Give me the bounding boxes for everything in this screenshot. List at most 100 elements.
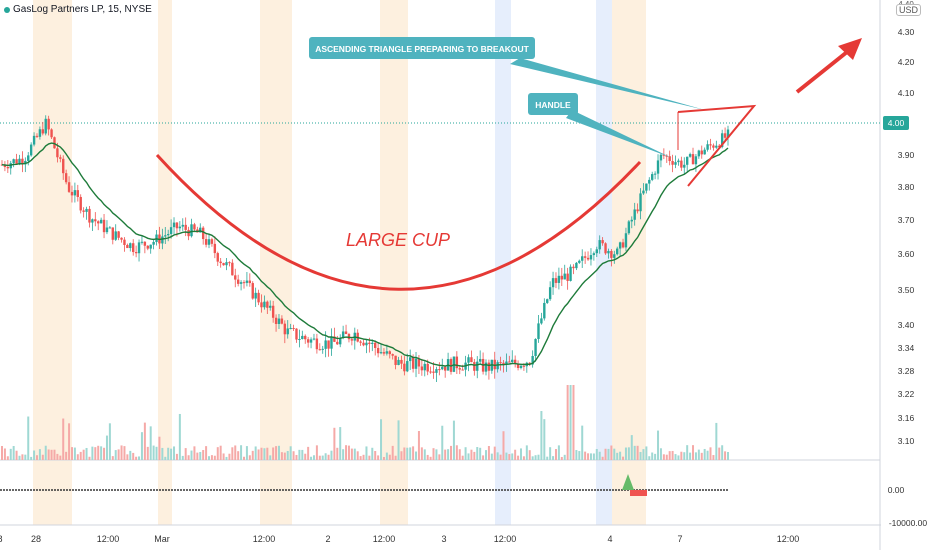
candle-body [712, 145, 715, 148]
volume-bar [479, 447, 482, 460]
candle-body [723, 133, 727, 138]
candle-body [280, 318, 284, 324]
price-tick: 3.40 [898, 320, 915, 330]
currency-badge[interactable]: USD [896, 4, 922, 16]
candle-body [134, 252, 138, 254]
volume-bar [438, 454, 441, 460]
volume-bar [671, 450, 674, 460]
candle-body [720, 133, 724, 147]
volume-bar [540, 411, 543, 460]
volume-bar [254, 446, 257, 460]
candle-body [213, 243, 217, 254]
candle-body [385, 351, 389, 354]
volume-bar [140, 432, 143, 460]
volume-bar [187, 455, 190, 460]
time-tick: 28 [31, 534, 41, 544]
candle-body [111, 227, 114, 240]
volume-bar [490, 453, 493, 460]
volume-bar [173, 446, 176, 460]
volume-bar [304, 453, 307, 460]
candle-body [193, 224, 196, 230]
volume-bar [44, 445, 47, 460]
moving-average-line [1, 142, 729, 368]
volume-bar [412, 446, 415, 460]
osc-tick: -10000.00 [889, 518, 928, 528]
volume-bar [359, 456, 362, 460]
volume-bar [371, 447, 374, 460]
volume-bar [117, 449, 120, 460]
volume-bar [310, 456, 313, 460]
candle-body [616, 248, 619, 255]
volume-bar [345, 445, 348, 460]
candle-body [511, 359, 514, 363]
volume-bar [27, 416, 30, 460]
oscillator-pane [0, 474, 728, 496]
volume-bar [82, 449, 85, 460]
volume-bar [502, 431, 505, 460]
volume-bar [569, 385, 572, 460]
volume-bar [447, 449, 450, 460]
candle-body [172, 222, 176, 228]
candle-body [624, 233, 628, 248]
volume-bar [76, 454, 79, 460]
time-tick: 12:00 [777, 534, 800, 544]
volume-bar [715, 422, 718, 460]
volume-bar [324, 453, 327, 460]
volume-bar [228, 453, 231, 460]
volume-bar [234, 445, 237, 460]
volume-bar [318, 455, 321, 460]
candle-body [487, 362, 491, 371]
candle-body [379, 352, 383, 354]
candle-body [470, 357, 473, 363]
candle-body [184, 224, 187, 230]
candle-body [236, 279, 240, 284]
volume-bar [616, 452, 619, 460]
volume-bar [374, 451, 377, 460]
volume-bar [435, 449, 438, 460]
volume-bar [199, 451, 202, 460]
volume-bar [505, 452, 508, 460]
volume-bar [665, 454, 668, 460]
candle-body [47, 118, 50, 130]
candle-body [114, 231, 117, 240]
volume-bar [216, 447, 219, 460]
candle-body [12, 159, 15, 164]
volume-bar [123, 446, 126, 460]
volume-bar [330, 450, 333, 460]
candle-body [671, 161, 674, 165]
volume-bar [68, 423, 71, 460]
candle-body [286, 328, 289, 335]
candle-body [391, 354, 394, 356]
annotations: LARGE CUP ASCENDING TRIANGLE PREPARING TO… [155, 37, 862, 291]
volume-bar [73, 447, 76, 460]
volume-bar [301, 449, 304, 460]
volume-bar [193, 446, 196, 460]
candle-body [543, 302, 546, 319]
volume-bar [365, 446, 368, 460]
volume-bar [417, 431, 420, 460]
volume-bar [222, 453, 225, 460]
breakout-arrow-head [838, 38, 862, 60]
session-band [380, 0, 408, 525]
volume-bar [135, 456, 138, 460]
volume-bar [88, 456, 91, 460]
candle-body [706, 144, 709, 150]
volume-bar [554, 449, 557, 460]
volume-bar [455, 445, 458, 460]
candle-body [601, 240, 604, 244]
candle-body [546, 299, 549, 303]
candle-body [152, 241, 155, 245]
candle-body [540, 318, 543, 324]
candle-body [455, 356, 459, 369]
candle-body [709, 144, 712, 146]
candle-body [82, 210, 85, 212]
candle-body [572, 266, 575, 269]
volume-bar [353, 448, 356, 460]
volume-bar [219, 445, 222, 460]
volume-bar [289, 446, 292, 460]
candle-body [239, 282, 243, 284]
volume-bar [175, 453, 178, 460]
volume-bar [205, 446, 208, 460]
